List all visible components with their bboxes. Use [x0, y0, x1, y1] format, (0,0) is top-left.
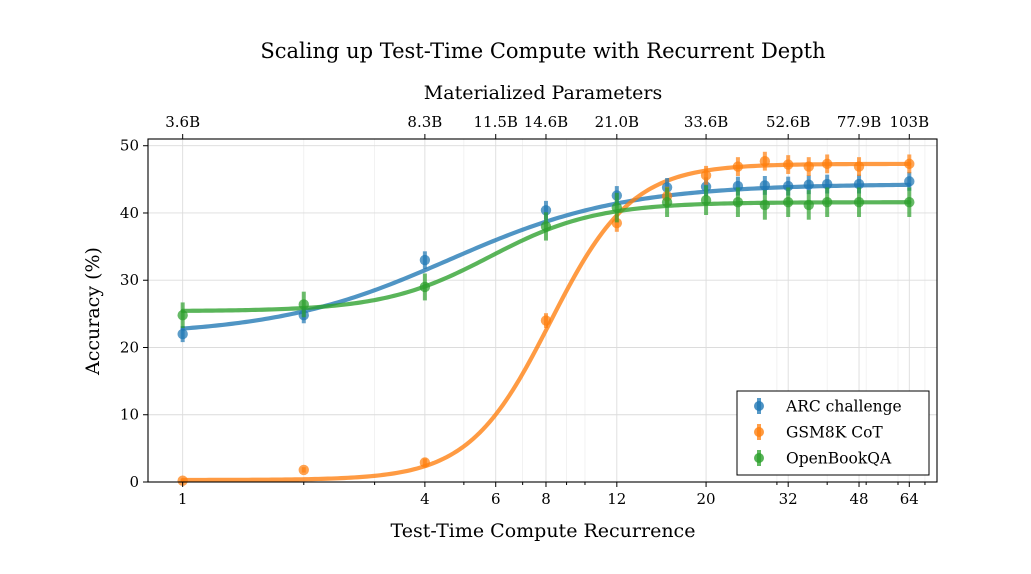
- x-tick-label: 20: [697, 490, 716, 508]
- x-tick-label: 4: [420, 490, 430, 508]
- data-point: [611, 202, 623, 213]
- x-axis-title: Test-Time Compute Recurrence: [391, 520, 696, 542]
- legend-label: ARC challenge: [785, 398, 902, 416]
- data-point: [611, 217, 623, 229]
- legend-marker: [754, 401, 764, 411]
- y-tick-label: 10: [120, 406, 139, 424]
- data-point: [419, 281, 431, 293]
- data-point: [298, 299, 309, 310]
- data-point: [419, 457, 431, 468]
- x-tick-label: 48: [849, 490, 868, 508]
- data-point: [821, 197, 833, 208]
- x-tick-label: 6: [491, 490, 501, 508]
- data-point: [803, 161, 814, 172]
- x-tick-label: 32: [779, 490, 798, 508]
- x-tick-label: 8: [541, 490, 551, 508]
- data-point: [759, 180, 771, 191]
- x-tick-label: 12: [607, 490, 626, 508]
- data-point: [904, 197, 915, 208]
- data-point: [821, 158, 833, 170]
- data-point: [803, 199, 814, 211]
- data-point: [782, 197, 794, 208]
- data-point: [904, 158, 915, 170]
- data-point: [853, 161, 865, 172]
- data-point: [782, 159, 794, 170]
- data-point: [732, 197, 744, 208]
- y-axis-title: Accuracy (%): [82, 247, 104, 376]
- x2-tick-label: 77.9B: [837, 113, 881, 131]
- legend-marker: [754, 453, 764, 463]
- data-point: [540, 221, 552, 232]
- data-point: [177, 475, 188, 486]
- top-axis-title: Materialized Parameters: [424, 82, 662, 104]
- x2-tick-label: 103B: [889, 113, 929, 131]
- data-point: [904, 176, 915, 187]
- x2-tick-label: 21.0B: [595, 113, 639, 131]
- data-point: [540, 205, 552, 216]
- legend: ARC challenge GSM8K CoT OpenBookQA: [736, 390, 930, 476]
- y-tick-label: 30: [120, 271, 139, 289]
- x2-tick-label: 14.6B: [524, 113, 568, 131]
- y-tick-label: 20: [120, 338, 139, 356]
- data-point: [759, 155, 771, 167]
- x-tick-label: 1: [178, 490, 188, 508]
- x2-tick-label: 8.3B: [407, 113, 442, 131]
- chart-title: Scaling up Test-Time Compute with Recurr…: [260, 39, 825, 63]
- data-point: [821, 178, 833, 190]
- legend-box: [736, 390, 930, 476]
- legend-label: GSM8K CoT: [786, 424, 883, 442]
- data-point: [853, 178, 865, 190]
- legend-label: OpenBookQA: [786, 450, 892, 468]
- data-point: [419, 254, 431, 266]
- data-point: [177, 328, 188, 340]
- data-point: [853, 197, 865, 208]
- plot-frame: [147, 138, 938, 483]
- y-tick-label: 50: [120, 137, 139, 155]
- data-point: [732, 161, 744, 172]
- data-points: [177, 151, 915, 486]
- data-point: [700, 195, 712, 206]
- y-tick-label: 0: [129, 473, 139, 491]
- x-tick-label: 64: [900, 490, 919, 508]
- x2-tick-label: 33.6B: [684, 113, 728, 131]
- y-tick-label: 40: [120, 204, 139, 222]
- data-point: [732, 180, 744, 192]
- data-point: [298, 464, 309, 476]
- x2-tick-label: 52.6B: [766, 113, 810, 131]
- data-point: [759, 199, 771, 211]
- data-point: [700, 170, 712, 181]
- x2-tick-label: 3.6B: [165, 113, 200, 131]
- data-point: [803, 179, 814, 190]
- axes: 1 4 6 8 12 20 32 48 64 3.6B 8.3B 11.5B 14.6B 21.0B 33.…: [120, 113, 938, 508]
- data-point: [540, 315, 552, 326]
- data-point: [661, 197, 673, 208]
- legend-marker: [754, 427, 764, 437]
- data-point: [782, 180, 794, 192]
- data-point: [177, 310, 188, 321]
- x2-tick-label: 11.5B: [474, 113, 518, 131]
